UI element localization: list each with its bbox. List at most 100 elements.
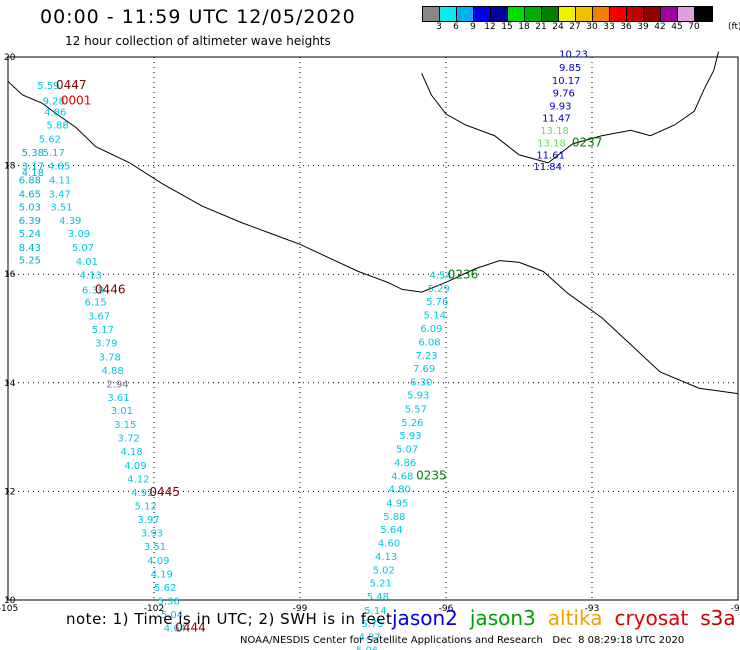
- wave-height-label: 6.09: [420, 324, 442, 335]
- pass-time-label: 0446: [95, 282, 126, 296]
- legend-swatch: [508, 7, 525, 21]
- wave-height-label: 5.88: [383, 512, 405, 523]
- wave-height-label: 4.92: [131, 488, 153, 499]
- wave-height-label: 3.09: [68, 229, 90, 240]
- wave-height-label: 5.03: [19, 202, 41, 213]
- legend-swatch: [695, 7, 712, 21]
- wave-height-label: 3.51: [144, 542, 166, 553]
- wave-height-label: 4.88: [102, 366, 124, 377]
- wave-height-label: 5.14: [424, 310, 446, 321]
- wave-height-label: 4.12: [127, 474, 149, 485]
- wave-height-label: 10.23: [559, 50, 588, 61]
- wave-height-label: 5.24: [19, 229, 41, 240]
- legend-tick-label: 42: [654, 22, 666, 32]
- satellite-legend: jason2 jason3 altika cryosat s3a: [392, 606, 740, 630]
- wave-height-label: 11.47: [542, 113, 571, 124]
- legend-swatch: [627, 7, 644, 21]
- color-legend-ticks: 3 6 9 12 15 18 21 24 27 30 33 36 39 42 45 70: [422, 22, 740, 36]
- footer-note: note: 1) Time is in UTC; 2) SWH is in fe…: [66, 610, 393, 628]
- legend-swatch: [423, 7, 440, 21]
- wave-height-label: 6.39: [19, 216, 41, 227]
- legend-tick-label: 6: [453, 22, 459, 32]
- legend-tick-label: 70: [688, 22, 700, 32]
- wave-height-label: 7.23: [415, 351, 437, 362]
- legend-tick-label: 36: [620, 22, 632, 32]
- lon-tick-label: -93: [585, 604, 600, 614]
- wave-height-label: 5.57: [405, 404, 427, 415]
- wave-height-label: 5.07: [396, 445, 418, 456]
- legend-tick-label: 18: [518, 22, 530, 32]
- wave-height-label: 9.93: [549, 101, 571, 112]
- pass-time-label: 0237: [572, 135, 603, 149]
- pass-time-label: 0447: [56, 78, 87, 92]
- wave-height-label: 4.65: [19, 189, 41, 200]
- wave-height-label: 6.15: [84, 297, 106, 308]
- legend-swatch: [525, 7, 542, 21]
- lon-tick-label: -96: [439, 604, 454, 614]
- legend-swatch: [644, 7, 661, 21]
- pass-time-label: 0235: [416, 469, 447, 483]
- wave-height-label: 5.93: [399, 431, 421, 442]
- wave-height-label: 11.84: [533, 162, 562, 173]
- gulf-coastline: [421, 51, 720, 164]
- legend-tick-label: 15: [501, 22, 513, 32]
- satellite-legend-cryosat: cryosat: [614, 606, 689, 630]
- wave-height-label: 3.78: [99, 353, 121, 364]
- wave-height-label: 5.29: [428, 284, 450, 295]
- pass-time-label: 0236: [448, 268, 479, 282]
- wave-height-label: 5.21: [370, 579, 392, 590]
- wave-height-label: 5.25: [19, 256, 41, 267]
- wave-height-label: 8.43: [19, 243, 41, 254]
- wave-height-label: 4.39: [59, 216, 81, 227]
- wave-height-label: 13.18: [540, 126, 569, 137]
- legend-swatch: [610, 7, 627, 21]
- legend-tick-label: 27: [569, 22, 581, 32]
- legend-swatch: [542, 7, 559, 21]
- lat-tick-label: 16: [4, 270, 16, 280]
- wave-height-label: 5.59: [37, 81, 59, 92]
- map-grid: [7, 56, 739, 601]
- wave-height-label: 3.15: [114, 420, 136, 431]
- lon-tick-label: -105: [0, 604, 18, 614]
- legend-swatch: [678, 7, 695, 21]
- lat-tick-label: 18: [4, 162, 16, 172]
- legend-tick-label: 45: [671, 22, 683, 32]
- wave-height-label: 10.17: [552, 76, 581, 87]
- color-legend-unit: (ft): [728, 22, 740, 32]
- wave-height-label: 4.11: [49, 176, 71, 187]
- wave-height-label: 3.97: [138, 515, 160, 526]
- wave-height-label: 5.06: [356, 645, 378, 650]
- lat-tick-label: 12: [4, 487, 15, 497]
- wave-height-label: 3.17: [22, 162, 44, 173]
- wave-height-label: 5.62: [154, 583, 176, 594]
- wave-height-label: 5.12: [135, 502, 157, 513]
- wave-height-label: 2.94: [106, 379, 128, 390]
- legend-swatch: [593, 7, 610, 21]
- lon-tick-label: -99: [293, 604, 308, 614]
- wave-height-label: 5.48: [367, 592, 389, 603]
- wave-height-label: 4.01: [76, 257, 98, 268]
- color-legend: [422, 6, 713, 22]
- wave-height-label: 4.85: [48, 162, 70, 173]
- legend-tick-label: 9: [470, 22, 476, 32]
- legend-tick-label: 24: [552, 22, 564, 32]
- legend-tick-label: 3: [436, 22, 442, 32]
- wave-height-label: 4.19: [151, 569, 173, 580]
- pass-time-label: 0444: [175, 621, 206, 635]
- wave-height-label: 4.87: [358, 632, 380, 643]
- wave-height-label: 4.86: [394, 458, 416, 469]
- coastline: [7, 51, 739, 395]
- lon-tick-label: -102: [144, 604, 164, 614]
- legend-swatch: [440, 7, 457, 21]
- wave-height-label: 11.61: [536, 151, 565, 162]
- legend-swatch: [661, 7, 678, 21]
- wave-height-label: 6.39: [82, 285, 104, 296]
- wave-height-label: 13.18: [537, 138, 566, 149]
- wave-height-label: 5.04: [161, 610, 183, 621]
- wave-height-label: 9.85: [559, 63, 581, 74]
- wave-height-label: 6.88: [19, 176, 41, 187]
- wave-height-label: 5.76: [426, 297, 448, 308]
- legend-tick-label: 33: [603, 22, 615, 32]
- wave-height-label: 5.17: [92, 325, 114, 336]
- wave-height-label: 5.14: [364, 606, 386, 617]
